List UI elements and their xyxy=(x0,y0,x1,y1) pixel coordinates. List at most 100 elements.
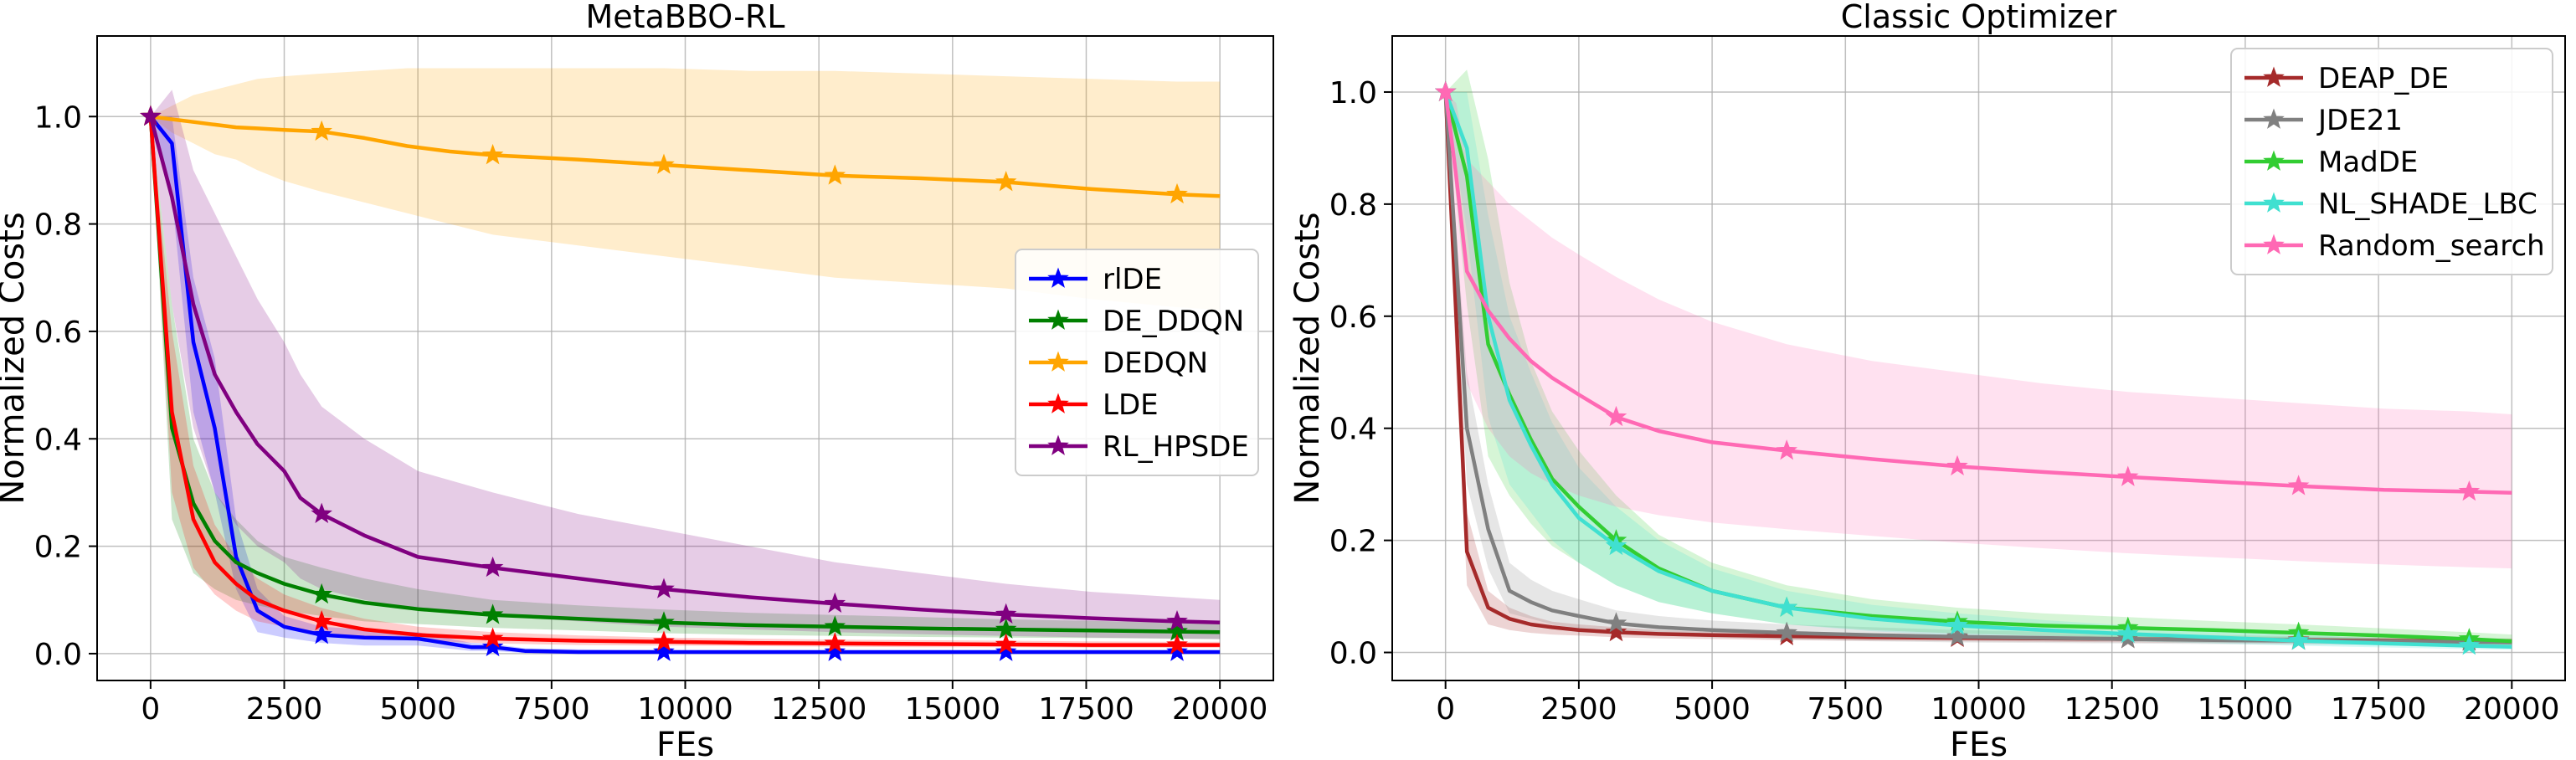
series-line-rlDE xyxy=(149,115,1221,655)
marker-DE_DDQN xyxy=(824,615,846,636)
marker-rlDE xyxy=(481,635,504,657)
legend-marker-Random_search xyxy=(2263,234,2285,254)
plot-area xyxy=(140,68,1221,661)
series-line-Random_search xyxy=(1443,91,2512,495)
series-line-DE_DDQN xyxy=(148,116,1221,634)
marker-Random_search xyxy=(1776,439,1798,460)
marker-NL_SHADE_LBC xyxy=(1605,534,1627,556)
marker-NL_SHADE_LBC xyxy=(2458,634,2481,655)
marker-DEDQN xyxy=(311,120,332,141)
marker-NL_SHADE_LBC xyxy=(1946,614,1968,635)
marker-Random_search xyxy=(2458,480,2481,501)
x-tick-label: 20000 xyxy=(2464,692,2560,727)
legend-marker-NL_SHADE_LBC xyxy=(2263,192,2285,213)
marker-LDE xyxy=(995,633,1017,654)
legend-box xyxy=(1015,249,1259,476)
band-DEDQN xyxy=(150,68,1221,311)
marker-Random_search xyxy=(1434,80,1457,101)
marker-DEDQN xyxy=(481,143,504,165)
x-tick-label: 15000 xyxy=(905,692,1001,727)
marker-LDE xyxy=(311,609,332,631)
y-tick-label: 0.8 xyxy=(34,208,82,243)
y-tick-label: 0.0 xyxy=(1329,637,1377,671)
x-tick-label: 5000 xyxy=(1674,692,1751,727)
y-tick-label: 0.8 xyxy=(1329,188,1377,223)
legend-marker-DEAP_DE xyxy=(2263,66,2285,87)
chart-title: MetaBBO-RL xyxy=(585,0,784,35)
legend-label-MadDE: MadDE xyxy=(2318,146,2418,179)
marker-Random_search xyxy=(1946,454,1968,476)
legend-label-RL_HPSDE: RL_HPSDE xyxy=(1103,430,1249,464)
marker-JDE21 xyxy=(1776,621,1798,642)
series-line-NL_SHADE_LBC xyxy=(1443,91,2512,650)
x-tick-label: 12500 xyxy=(2064,692,2160,727)
x-axis-label: FEs xyxy=(1950,726,2008,760)
marker-LDE xyxy=(653,630,675,651)
chart-title: Classic Optimizer xyxy=(1841,0,2117,35)
marker-LDE xyxy=(824,632,846,653)
legend-label-NL_SHADE_LBC: NL_SHADE_LBC xyxy=(2318,187,2537,221)
marker-NL_SHADE_LBC xyxy=(2117,622,2139,644)
x-tick-label: 20000 xyxy=(1172,692,1268,727)
marker-DE_DDQN xyxy=(311,583,332,604)
y-tick-label: 0.6 xyxy=(1329,300,1377,335)
legend: DEAP_DE JDE21 MadDE NL_SHADE_LBC Random_sear… xyxy=(2230,48,2553,275)
legend-marker-JDE21 xyxy=(2263,108,2285,129)
marker-rlDE xyxy=(824,640,846,661)
marker-RL_HPSDE xyxy=(311,502,332,523)
marker-RL_HPSDE xyxy=(824,592,846,614)
y-tick-label: 0.2 xyxy=(1329,525,1377,559)
x-tick-label: 7500 xyxy=(513,692,590,727)
marker-JDE21 xyxy=(1605,612,1627,633)
marker-LDE xyxy=(481,627,504,648)
legend-marker-DE_DDQN xyxy=(1047,309,1069,330)
legend-marker-MadDE xyxy=(2263,150,2285,171)
marker-DEDQN xyxy=(1166,182,1188,204)
series-line-LDE xyxy=(148,116,1221,647)
legend-marker-LDE xyxy=(1047,393,1069,413)
y-tick-label: 1.0 xyxy=(1329,76,1377,110)
marker-JDE21 xyxy=(1946,625,1968,646)
y-axis-label: Normalized Costs xyxy=(1288,212,1327,504)
legend-label-Random_search: Random_search xyxy=(2318,229,2545,263)
legend-box xyxy=(2230,48,2553,275)
band-Random_search xyxy=(1445,92,2512,569)
marker-DE_DDQN xyxy=(653,611,675,632)
x-tick-label: 7500 xyxy=(1807,692,1884,727)
x-tick-label: 17500 xyxy=(1038,692,1134,727)
y-tick-label: 0.2 xyxy=(34,531,82,565)
plot-area xyxy=(1434,69,2512,655)
marker-DEAP_DE xyxy=(1605,620,1627,642)
legend: rlDE DE_DDQN DEDQN LDE RL_HPSDE xyxy=(1015,249,1259,476)
legend-label-rlDE: rlDE xyxy=(1103,263,1162,296)
legend-label-LDE: LDE xyxy=(1103,388,1159,422)
legend-marker-RL_HPSDE xyxy=(1047,434,1069,455)
marker-rlDE xyxy=(995,640,1017,661)
y-tick-label: 0.6 xyxy=(34,316,82,350)
series-line-RL_HPSDE xyxy=(148,116,1221,624)
x-tick-label: 12500 xyxy=(771,692,867,727)
x-tick-label: 10000 xyxy=(637,692,733,727)
marker-RL_HPSDE xyxy=(481,556,504,578)
marker-DEDQN xyxy=(995,171,1017,192)
y-axis-label: Normalized Costs xyxy=(0,212,32,504)
marker-NL_SHADE_LBC xyxy=(1776,596,1798,617)
marker-RL_HPSDE xyxy=(1166,609,1188,631)
marker-DEDQN xyxy=(653,153,675,174)
x-tick-label: 17500 xyxy=(2331,692,2427,727)
legend-label-DEAP_DE: DEAP_DE xyxy=(2318,62,2449,95)
series-line-DEDQN xyxy=(150,114,1221,198)
band-LDE xyxy=(150,116,1221,648)
legend-label-DE_DDQN: DE_DDQN xyxy=(1103,305,1244,338)
marker-rlDE xyxy=(311,624,332,644)
marker-Random_search xyxy=(1605,405,1627,427)
legend-marker-rlDE xyxy=(1047,267,1069,288)
legend-marker-DEDQN xyxy=(1047,351,1069,372)
marker-DEDQN xyxy=(824,164,846,185)
x-axis-label: FEs xyxy=(656,726,714,760)
chart-1: 0 2500 5000 7500 10000 12500 15000 17500 20000 0.… xyxy=(0,0,1274,760)
marker-DE_DDQN xyxy=(481,603,504,624)
x-tick-label: 0 xyxy=(141,692,160,727)
marker-RL_HPSDE xyxy=(140,105,162,126)
band-RL_HPSDE xyxy=(150,90,1221,639)
